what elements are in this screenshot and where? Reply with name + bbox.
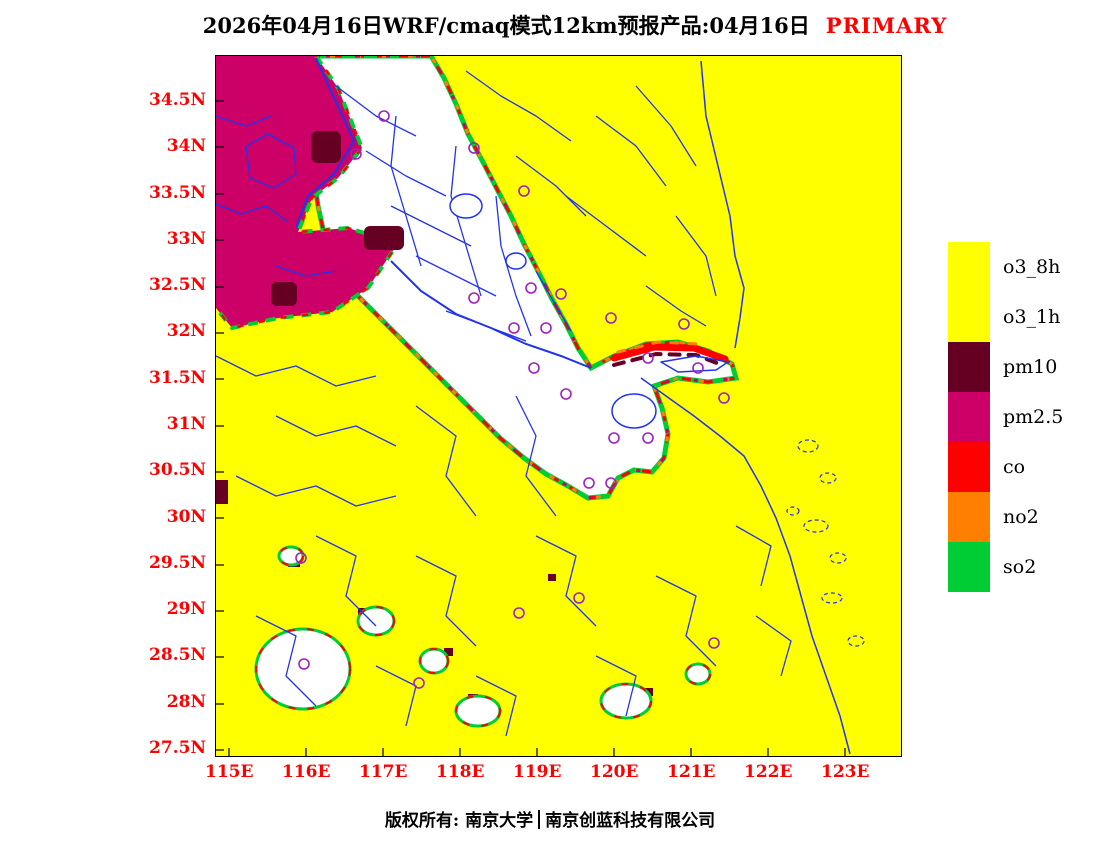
y-tick-label: 31N (166, 413, 206, 434)
y-tick-label: 29N (166, 599, 206, 620)
legend-item-o3_8h: o3_8h (948, 242, 1063, 292)
legend-label-no2: no2 (1003, 506, 1039, 528)
legend-swatch-so2 (948, 542, 990, 592)
x-tick-label: 118E (436, 762, 485, 782)
island-outlines (786, 439, 865, 647)
legend-swatch-no2 (948, 492, 990, 542)
legend-label-pm10: pm10 (1003, 356, 1058, 378)
y-tick-label: 28.5N (149, 645, 206, 666)
legend-label-pm2_5: pm2.5 (1003, 406, 1064, 428)
page-title: 2026年04月16日WRF/cmaq模式12km预报产品:04月16日 PRIM… (80, 10, 1070, 40)
y-axis-labels: 34.5N 34N 33.5N 33N 32.5N 32N 31.5N 31N … (88, 90, 206, 758)
copyright: 版权所有: 南京大学 南京创蓝科技有限公司 (0, 806, 1100, 831)
y-tick-label: 30.5N (149, 460, 206, 481)
legend-swatch-co (948, 442, 990, 492)
y-tick-label: 29.5N (149, 552, 206, 573)
coastline (640, 60, 851, 755)
legend-swatch-pm10 (948, 342, 990, 392)
y-tick-label: 30N (166, 506, 206, 527)
y-tick-label: 32N (166, 321, 206, 342)
x-tick-label: 121E (667, 762, 716, 782)
x-tick-label: 117E (359, 762, 408, 782)
lakes (449, 193, 657, 429)
y-tick-label: 34N (166, 136, 206, 157)
clean-patches-south-red-speckle (255, 546, 711, 727)
y-tick-label: 33.5N (149, 182, 206, 203)
x-tick-label: 123E (821, 762, 870, 782)
y-tick-label: 34.5N (149, 90, 206, 110)
province-boundaries (295, 57, 355, 229)
axis-ticks (216, 100, 846, 756)
station-markers (295, 110, 730, 689)
legend-label-co: co (1003, 456, 1026, 478)
copyright-right: 南京创蓝科技有限公司 (545, 811, 716, 831)
x-tick-label: 120E (590, 762, 639, 782)
legend-label-so2: so2 (1003, 556, 1037, 578)
title-text: 2026年04月16日WRF/cmaq模式12km预报产品:04月16日 (202, 13, 810, 38)
x-tick-label: 122E (744, 762, 793, 782)
county-boundaries (216, 70, 792, 737)
legend-item-no2: no2 (948, 492, 1063, 542)
y-tick-label: 27.5N (149, 737, 206, 758)
copyright-divider (538, 810, 541, 829)
legend-swatch-o3_1h (948, 292, 990, 342)
yangtze-river (390, 260, 592, 369)
legend-swatch-o3_8h (948, 242, 990, 292)
legend-item-co: co (948, 442, 1063, 492)
forecast-map-canvas (216, 56, 901, 756)
y-tick-label: 33N (166, 228, 206, 249)
x-tick-label: 115E (205, 762, 254, 782)
legend-item-pm10: pm10 (948, 342, 1063, 392)
x-tick-label: 119E (513, 762, 562, 782)
copyright-left: 版权所有: 南京大学 (384, 811, 534, 831)
legend-label-o3_8h: o3_8h (1003, 256, 1061, 278)
x-axis-labels: 115E 116E 117E 118E 119E 120E 121E 122E … (205, 762, 870, 782)
legend-item-pm2_5: pm2.5 (948, 392, 1063, 442)
y-tick-label: 32.5N (149, 275, 206, 296)
title-tag: PRIMARY (825, 13, 948, 38)
legend-swatch-pm2_5 (948, 392, 990, 442)
y-tick-label: 31.5N (149, 367, 206, 388)
estuary-pollution-strip (610, 340, 729, 367)
map-plot (215, 55, 902, 757)
y-tick-label: 28N (166, 691, 206, 712)
legend: o3_8h o3_1h pm10 pm2.5 co no2 so2 (948, 242, 1063, 592)
legend-label-o3_1h: o3_1h (1003, 306, 1061, 328)
legend-item-so2: so2 (948, 542, 1063, 592)
legend-item-o3_1h: o3_1h (948, 292, 1063, 342)
x-tick-label: 116E (282, 762, 331, 782)
